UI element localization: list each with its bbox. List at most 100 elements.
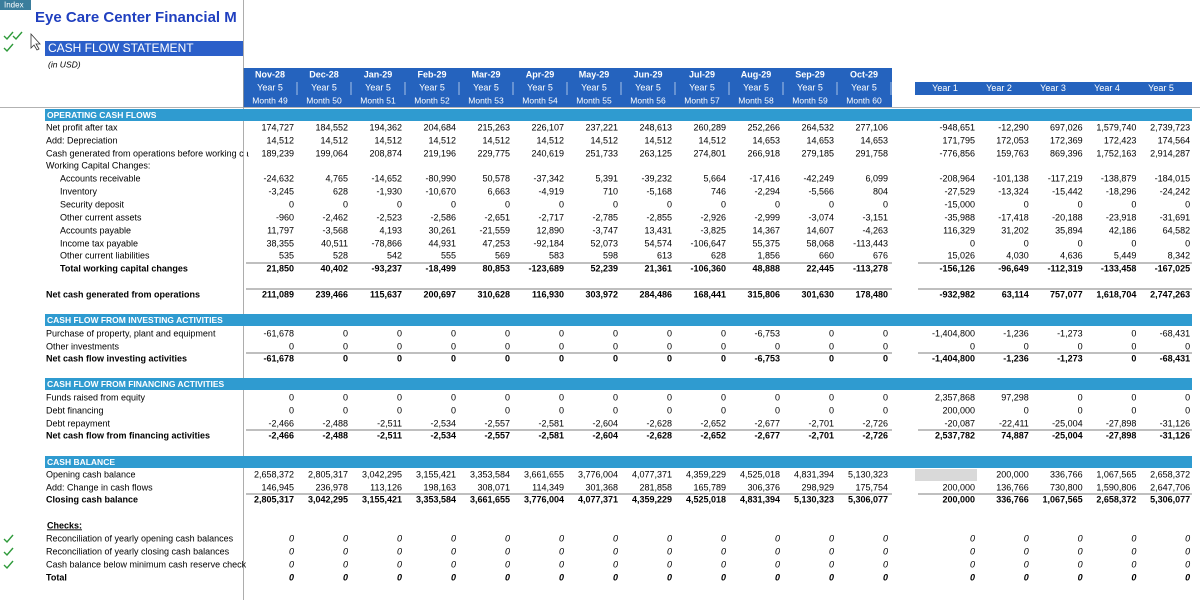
section-title: CASH BALANCE [47,457,115,467]
cell: 0 [667,546,672,556]
cell: 264,532 [801,122,834,132]
cell: -61,678 [263,353,294,363]
cell: -2,586 [430,212,456,222]
month-number: Month 54 [522,95,558,105]
cell: 0 [613,392,618,402]
row-label: Other investments [46,341,120,351]
cell: -2,785 [592,212,618,222]
cell: 0 [1024,533,1029,543]
cell: 13,431 [644,225,672,235]
cell: 0 [721,353,726,363]
cell: 215,263 [477,122,510,132]
cell: 3,353,584 [470,469,510,479]
cell: -2,652 [700,418,726,428]
cell: -2,726 [862,430,888,440]
cell: 0 [970,546,975,556]
cell: -960 [276,212,294,222]
cell: -18,499 [425,263,456,273]
cell: 0 [559,328,564,338]
cell: 0 [343,533,348,543]
cell: -3,245 [268,186,294,196]
cell: 301,368 [585,482,618,492]
cell: 199,064 [315,148,348,158]
cell: -138,879 [1101,173,1137,183]
cell: -78,866 [371,238,402,248]
cell: 308,071 [477,482,510,492]
cell: 4,831,394 [794,469,834,479]
cell: -2,511 [377,418,402,428]
cell: -37,342 [533,173,564,183]
month-year: Year 5 [419,82,445,92]
month-date: Mar-29 [471,69,500,79]
cell: 14,512 [590,135,618,145]
cell: 0 [397,199,402,209]
cell: 0 [559,533,564,543]
cell: 0 [829,353,834,363]
cell: 0 [883,533,888,543]
cell: 0 [1024,572,1029,582]
cell: 0 [1131,572,1136,582]
cell: -776,856 [939,148,975,158]
cell: 0 [451,572,456,582]
cell: 194,362 [369,122,402,132]
cell: 4,030 [1006,250,1029,260]
cell: 4,525,018 [686,494,726,504]
month-number: Month 49 [252,95,288,105]
cell: 0 [1024,559,1029,569]
cell: -2,717 [538,212,564,222]
cell: -3,825 [700,225,726,235]
cell: 710 [603,186,618,196]
cell: 0 [829,559,834,569]
index-label[interactable]: Index [4,1,24,10]
cell: 274,801 [693,148,726,158]
month-number: Month 57 [684,95,720,105]
cell: 0 [451,546,456,556]
cell: -2,488 [322,418,348,428]
cell: 0 [829,328,834,338]
cell: 0 [667,533,672,543]
cell: 31,202 [1001,225,1029,235]
cell: -2,677 [754,430,780,440]
cell: 555 [441,250,456,260]
cell: 2,658,372 [254,469,294,479]
cell: 52,239 [590,263,618,273]
cell: 48,888 [752,263,780,273]
cell: 40,511 [321,238,348,248]
cell: 0 [829,199,834,209]
cell: 0 [1185,238,1190,248]
row-label: Net cash generated from operations [46,289,200,299]
cell: 237,221 [585,122,618,132]
cell: 116,329 [943,225,975,235]
cell: 628 [711,250,726,260]
cell: 115,637 [370,289,402,299]
cell: 0 [505,546,510,556]
cell: 0 [343,559,348,569]
cell: 0 [883,392,888,402]
cell: 226,107 [531,122,564,132]
index-button[interactable] [0,0,31,10]
row-label: Other current assets [60,212,142,222]
cell: 0 [1185,392,1190,402]
section-title: OPERATING CASH FLOWS [47,110,157,120]
cell: 14,512 [428,135,456,145]
cell: 14,512 [266,135,294,145]
month-year: Year 5 [797,82,823,92]
cell: -96,649 [998,263,1029,273]
cell: 63,114 [1002,289,1029,299]
cell: 52,073 [590,238,618,248]
cell: 0 [829,572,834,582]
cell: 676 [873,250,888,260]
section-bar [45,456,1192,468]
cell: 0 [505,341,510,351]
cell: 4,765 [325,173,348,183]
section-bar [45,109,1192,121]
cell: -2,651 [484,212,510,222]
cell: 184,552 [315,122,348,132]
cell: 240,619 [531,148,564,158]
row-label: Debt financing [46,405,104,415]
row-label: Funds raised from equity [46,392,146,402]
cell: -24,242 [1160,186,1191,196]
cell: 0 [883,341,888,351]
cell: 0 [343,392,348,402]
